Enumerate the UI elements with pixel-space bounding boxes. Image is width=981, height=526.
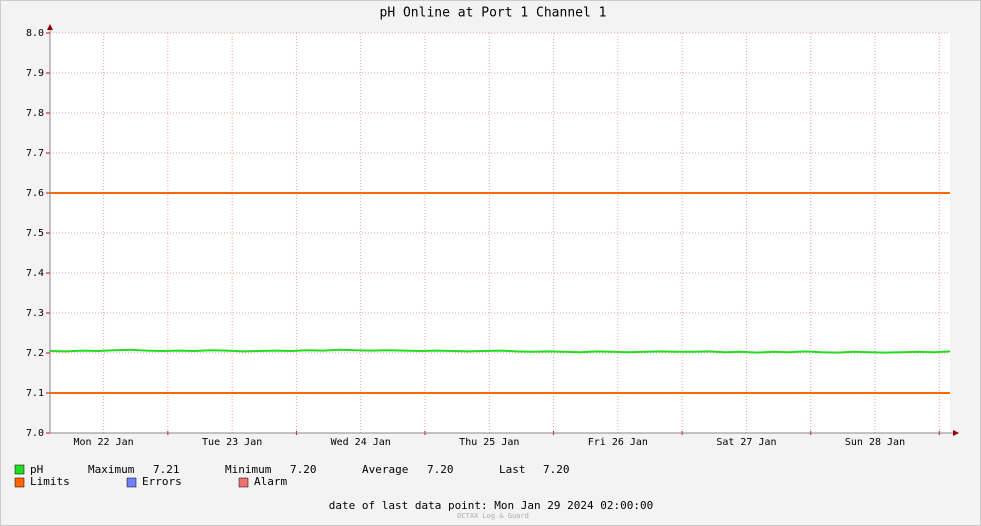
y-tick-label: 7.6 [26, 188, 44, 199]
stat-value: 7.20 [427, 463, 454, 476]
legend-swatch [14, 464, 25, 475]
x-tick-label: Fri 26 Jan [588, 437, 648, 448]
footer: date of last data point: Mon Jan 29 2024… [329, 499, 654, 512]
legend-swatch [238, 477, 249, 488]
stat-name: Minimum [225, 463, 272, 476]
y-tick-label: 7.0 [26, 428, 44, 439]
legend-label: Errors [142, 475, 182, 488]
x-tick-label: Mon 22 Jan [73, 437, 133, 448]
stat-name: Last [499, 463, 526, 476]
x-arrow [953, 430, 959, 436]
legend-swatch [14, 477, 25, 488]
y-arrow [47, 24, 53, 30]
legend-label: Alarm [254, 475, 287, 488]
y-tick-label: 7.7 [26, 148, 44, 159]
y-tick-label: 7.9 [26, 68, 44, 79]
stat-value: 7.20 [543, 463, 570, 476]
legend-swatch [126, 477, 137, 488]
y-tick-label: 8.0 [26, 28, 44, 39]
data-line [49, 348, 951, 354]
stat-value: 7.21 [153, 463, 180, 476]
x-tick-label: Tue 23 Jan [202, 437, 262, 448]
stat-name: Average [362, 463, 408, 476]
x-tick-label: Thu 25 Jan [459, 437, 519, 448]
y-tick-label: 7.5 [26, 228, 44, 239]
y-tick-label: 7.1 [26, 388, 44, 399]
watermark: OCTAX Log & Guard [457, 512, 529, 520]
x-tick-label: Sat 27 Jan [716, 437, 776, 448]
legend-label: pH [30, 463, 43, 476]
y-tick-label: 7.3 [26, 308, 44, 319]
x-tick-label: Sun 28 Jan [845, 437, 905, 448]
stat-name: Maximum [88, 463, 135, 476]
x-tick-label: Wed 24 Jan [331, 437, 391, 448]
y-tick-label: 7.8 [26, 108, 44, 119]
y-tick-label: 7.4 [26, 268, 44, 279]
stat-value: 7.20 [290, 463, 317, 476]
y-tick-label: 7.2 [26, 348, 44, 359]
chart-title: pH Online at Port 1 Channel 1 [380, 6, 607, 21]
legend-label: Limits [30, 475, 70, 488]
